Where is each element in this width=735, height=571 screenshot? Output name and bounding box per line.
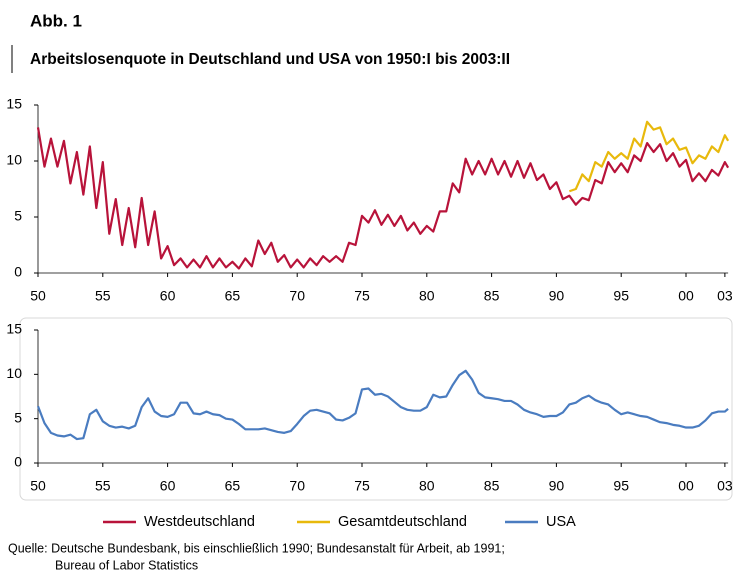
figure-label: Abb. 1 xyxy=(30,11,82,30)
x-tick-label: 85 xyxy=(484,288,500,304)
data-line xyxy=(36,127,730,270)
x-tick-label: 03 xyxy=(717,478,733,494)
x-tick-label: 95 xyxy=(613,478,629,494)
x-tick-label: 90 xyxy=(549,478,565,494)
legend-label: Gesamtdeutschland xyxy=(338,514,467,530)
y-tick-label: 0 xyxy=(14,264,22,280)
x-tick-label: 60 xyxy=(160,288,176,304)
y-tick-label: 10 xyxy=(6,152,22,168)
x-tick-label: 50 xyxy=(30,288,46,304)
x-tick-label: 95 xyxy=(613,288,629,304)
legend-label: Westdeutschland xyxy=(144,514,255,530)
y-tick-label: 5 xyxy=(14,409,22,425)
panel-frame xyxy=(19,317,733,501)
chart-title: Arbeitslosenquote in Deutschland und USA… xyxy=(30,51,510,68)
data-line xyxy=(36,369,729,441)
y-tick-label: 0 xyxy=(14,454,22,470)
source-line: Quelle: Deutsche Bundesbank, bis einschl… xyxy=(8,541,505,555)
x-tick-label: 50 xyxy=(30,478,46,494)
y-tick-label: 15 xyxy=(6,321,22,337)
x-tick-label: 55 xyxy=(95,478,111,494)
x-tick-label: 03 xyxy=(717,288,733,304)
x-tick-label: 65 xyxy=(225,478,241,494)
x-tick-label: 00 xyxy=(678,288,694,304)
x-tick-label: 85 xyxy=(484,478,500,494)
x-tick-label: 60 xyxy=(160,478,176,494)
source-line: Bureau of Labor Statistics xyxy=(55,558,198,571)
x-tick-label: 70 xyxy=(289,478,305,494)
x-tick-label: 65 xyxy=(225,288,241,304)
x-tick-label: 00 xyxy=(678,478,694,494)
x-tick-label: 80 xyxy=(419,478,435,494)
y-tick-label: 10 xyxy=(6,365,22,381)
x-tick-label: 75 xyxy=(354,288,370,304)
x-tick-label: 70 xyxy=(289,288,305,304)
legend-label: USA xyxy=(546,514,576,530)
x-tick-label: 90 xyxy=(549,288,565,304)
x-tick-label: 75 xyxy=(354,478,370,494)
x-tick-label: 55 xyxy=(95,288,111,304)
y-tick-label: 15 xyxy=(6,96,22,112)
y-tick-label: 5 xyxy=(14,208,22,224)
x-tick-label: 80 xyxy=(419,288,435,304)
data-line xyxy=(569,120,730,193)
